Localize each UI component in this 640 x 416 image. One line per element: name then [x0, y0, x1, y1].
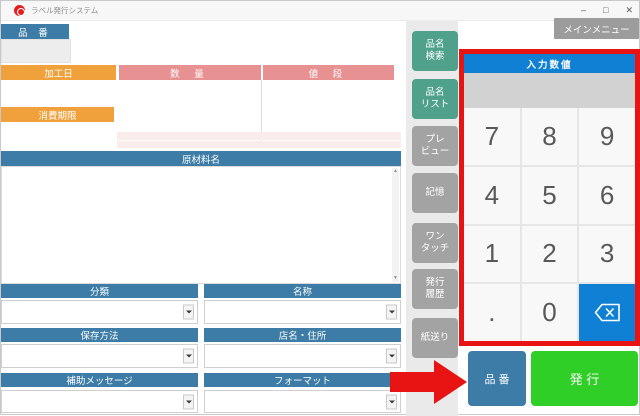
one-touch-button[interactable]: ワン タッチ [412, 223, 458, 263]
key-6[interactable]: 6 [579, 166, 635, 224]
key-dot[interactable]: . [464, 284, 520, 341]
aux-message-select[interactable] [1, 390, 198, 413]
grid-row[interactable] [117, 141, 401, 148]
key-9[interactable]: 9 [579, 108, 635, 165]
store-address-select[interactable] [204, 344, 401, 368]
close-button[interactable]: ✕ [625, 4, 633, 15]
chevron-down-icon[interactable] [386, 304, 397, 320]
key-7[interactable]: 7 [464, 108, 520, 165]
chevron-down-icon[interactable] [183, 348, 194, 364]
chevron-down-icon[interactable] [386, 348, 397, 364]
scroll-up-icon[interactable]: ▲ [393, 168, 398, 174]
ingredients-textarea[interactable]: ▲ ▼ [1, 166, 401, 284]
red-arrow-annotation [390, 360, 467, 404]
part-number-input[interactable] [1, 39, 71, 63]
product-name-search-button[interactable]: 品名 検索 [412, 31, 458, 71]
memory-button[interactable]: 記憶 [412, 173, 458, 213]
maximize-button[interactable]: □ [603, 5, 609, 15]
processing-date-header: 加工日 [1, 65, 116, 80]
grid-column-divider [261, 80, 262, 148]
backspace-key[interactable] [579, 284, 635, 341]
chevron-down-icon[interactable] [386, 394, 397, 409]
numpad-panel: 入力数値 7 8 9 4 5 6 1 2 3 . 0 [459, 49, 640, 346]
category-header: 分類 [1, 284, 198, 298]
key-5[interactable]: 5 [521, 166, 578, 224]
paper-feed-button[interactable]: 紙送り [412, 318, 458, 358]
key-4[interactable]: 4 [464, 166, 520, 224]
ingredients-header: 原材料名 [1, 151, 401, 166]
key-2[interactable]: 2 [521, 225, 578, 283]
storage-method-header: 保存方法 [1, 328, 198, 342]
app-icon [14, 5, 25, 16]
window-title: ラベル発行システム [31, 6, 99, 15]
quantity-header: 数 量 [119, 65, 261, 80]
chevron-down-icon[interactable] [183, 304, 194, 320]
preview-button[interactable]: プレ ビュー [412, 126, 458, 166]
backspace-icon [594, 303, 620, 322]
minimize-button[interactable]: – [581, 5, 587, 15]
ingredients-scrollbar[interactable]: ▲ ▼ [392, 168, 399, 282]
storage-method-select[interactable] [1, 344, 198, 368]
scroll-down-icon[interactable]: ▼ [393, 275, 398, 281]
format-header: フォーマット [204, 373, 401, 387]
chevron-down-icon[interactable] [183, 394, 194, 409]
price-header: 値 段 [263, 65, 394, 80]
numpad-display [464, 73, 635, 108]
aux-message-header: 補助メッセージ [1, 373, 198, 387]
product-name-list-button[interactable]: 品名 リスト [412, 79, 458, 119]
grid-row[interactable] [117, 132, 401, 140]
name-select[interactable] [204, 300, 401, 324]
part-number-button[interactable]: 品 番 [468, 351, 526, 406]
key-1[interactable]: 1 [464, 225, 520, 283]
key-0[interactable]: 0 [521, 284, 578, 341]
numpad-title: 入力数値 [464, 54, 635, 73]
numpad-keys: 7 8 9 4 5 6 1 2 3 . 0 [464, 108, 635, 341]
name-header: 名称 [204, 284, 401, 298]
expiry-date-header: 消費期限 [1, 107, 114, 122]
title-bar: ラベル発行システム – □ ✕ [1, 1, 639, 21]
issue-history-button[interactable]: 発行 履歴 [412, 269, 458, 309]
category-select[interactable] [1, 300, 198, 324]
store-address-header: 店名・住所 [204, 328, 401, 342]
main-menu-button[interactable]: メインメニュー [554, 18, 639, 39]
key-3[interactable]: 3 [579, 225, 635, 283]
format-select[interactable] [204, 390, 401, 413]
key-8[interactable]: 8 [521, 108, 578, 165]
issue-button[interactable]: 発 行 [531, 351, 638, 406]
part-number-header: 品 番 [1, 24, 69, 39]
